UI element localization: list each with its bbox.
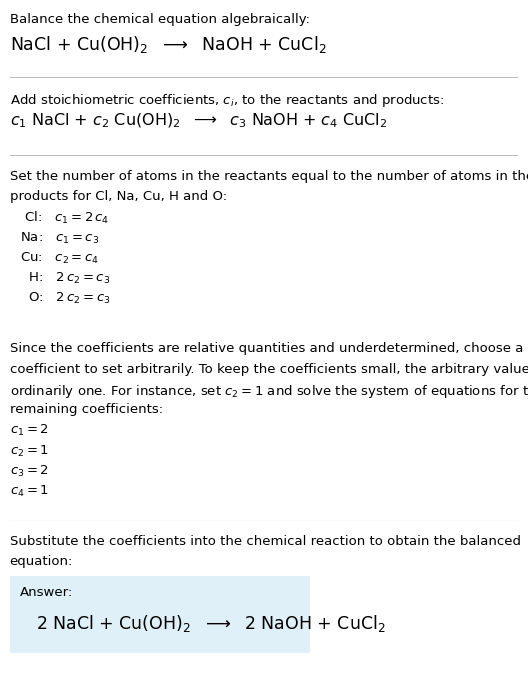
Text: Answer:: Answer: <box>20 586 73 599</box>
Text: Balance the chemical equation algebraically:: Balance the chemical equation algebraica… <box>10 13 309 26</box>
Text: $c_1 = 2$: $c_1 = 2$ <box>10 423 49 438</box>
Text: H:   $2\,c_2 = c_3$: H: $2\,c_2 = c_3$ <box>20 271 110 286</box>
Text: Cu:   $c_2 = c_4$: Cu: $c_2 = c_4$ <box>20 251 99 266</box>
Text: $c_4 = 1$: $c_4 = 1$ <box>10 484 49 499</box>
Text: $c_3 = 2$: $c_3 = 2$ <box>10 464 49 479</box>
Text: equation:: equation: <box>10 555 73 568</box>
Text: Since the coefficients are relative quantities and underdetermined, choose a: Since the coefficients are relative quan… <box>10 342 523 355</box>
Text: products for Cl, Na, Cu, H and O:: products for Cl, Na, Cu, H and O: <box>10 190 227 203</box>
Text: ordinarily one. For instance, set $c_2 = 1$ and solve the system of equations fo: ordinarily one. For instance, set $c_2 =… <box>10 383 528 400</box>
Text: Na:   $c_1 = c_3$: Na: $c_1 = c_3$ <box>20 231 99 245</box>
Text: coefficient to set arbitrarily. To keep the coefficients small, the arbitrary va: coefficient to set arbitrarily. To keep … <box>10 363 528 375</box>
Text: $c_1$ NaCl + $c_2$ Cu(OH)$_2$  $\longrightarrow$  $c_3$ NaOH + $c_4$ CuCl$_2$: $c_1$ NaCl + $c_2$ Cu(OH)$_2$ $\longrigh… <box>10 112 387 130</box>
Text: remaining coefficients:: remaining coefficients: <box>10 403 163 416</box>
Text: Add stoichiometric coefficients, $c_i$, to the reactants and products:: Add stoichiometric coefficients, $c_i$, … <box>10 92 444 109</box>
Text: Cl:   $c_1 = 2\,c_4$: Cl: $c_1 = 2\,c_4$ <box>20 210 109 226</box>
Text: $c_2 = 1$: $c_2 = 1$ <box>10 443 49 458</box>
Text: Substitute the coefficients into the chemical reaction to obtain the balanced: Substitute the coefficients into the che… <box>10 535 521 548</box>
FancyBboxPatch shape <box>0 572 323 656</box>
Text: NaCl + Cu(OH)$_2$  $\longrightarrow$  NaOH + CuCl$_2$: NaCl + Cu(OH)$_2$ $\longrightarrow$ NaOH… <box>10 34 326 55</box>
Text: Set the number of atoms in the reactants equal to the number of atoms in the: Set the number of atoms in the reactants… <box>10 170 528 183</box>
Text: O:   $2\,c_2 = c_3$: O: $2\,c_2 = c_3$ <box>20 291 111 306</box>
Text: 2 NaCl + Cu(OH)$_2$  $\longrightarrow$  2 NaOH + CuCl$_2$: 2 NaCl + Cu(OH)$_2$ $\longrightarrow$ 2 … <box>36 613 385 634</box>
